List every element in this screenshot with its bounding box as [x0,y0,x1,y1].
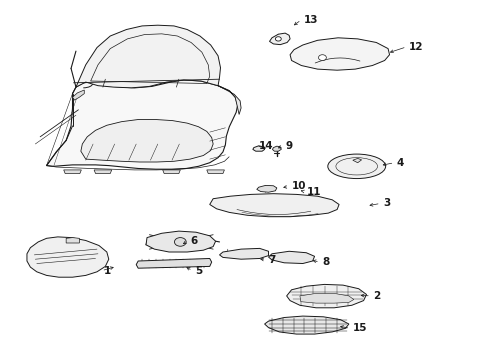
Text: 11: 11 [307,186,321,197]
Polygon shape [27,237,109,277]
Ellipse shape [328,154,386,179]
Polygon shape [265,316,349,334]
Polygon shape [253,146,265,151]
Polygon shape [210,194,339,217]
Polygon shape [66,238,79,243]
Text: 1: 1 [104,266,111,276]
Text: 14: 14 [259,141,273,151]
Text: 5: 5 [195,266,202,276]
Polygon shape [207,170,224,174]
Text: 4: 4 [397,158,404,168]
Polygon shape [81,120,213,162]
Polygon shape [257,185,277,192]
Text: 12: 12 [409,42,424,52]
Text: 13: 13 [304,15,318,25]
Polygon shape [64,170,81,174]
Polygon shape [73,90,84,100]
Circle shape [174,238,186,246]
Text: 8: 8 [322,257,330,267]
Polygon shape [47,80,238,169]
Text: 3: 3 [383,198,391,208]
Circle shape [318,55,326,60]
Polygon shape [94,170,112,174]
Polygon shape [146,231,216,252]
Circle shape [275,37,281,41]
Polygon shape [136,258,212,268]
Polygon shape [218,86,241,114]
Text: 7: 7 [269,255,276,265]
Polygon shape [163,170,180,174]
Text: 6: 6 [190,236,197,246]
Polygon shape [300,293,354,303]
Polygon shape [272,146,281,151]
Text: 9: 9 [285,141,293,151]
Polygon shape [290,38,390,70]
Polygon shape [270,33,290,45]
Text: 10: 10 [292,181,306,192]
Polygon shape [353,158,362,163]
Text: 15: 15 [353,323,368,333]
Polygon shape [220,248,269,259]
Polygon shape [76,25,220,88]
Polygon shape [269,251,315,264]
Polygon shape [287,284,367,308]
Text: 2: 2 [373,291,381,301]
